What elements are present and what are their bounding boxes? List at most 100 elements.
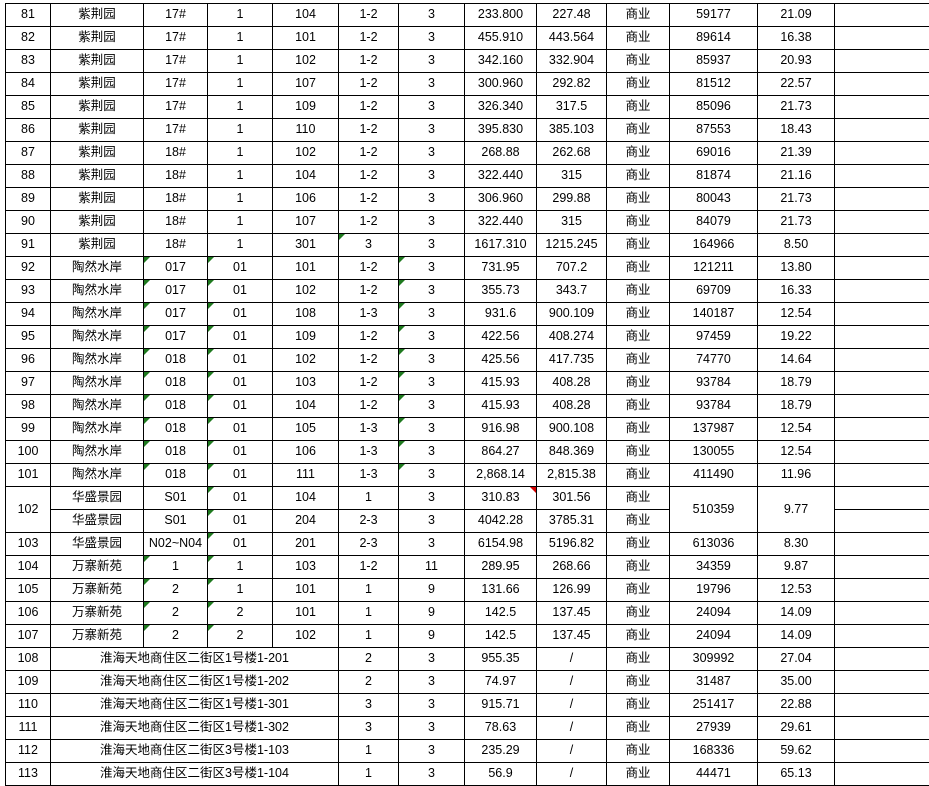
- empty-cell[interactable]: [835, 763, 929, 786]
- cell-total-price[interactable]: 44471: [670, 763, 758, 786]
- cell-unit-price[interactable]: 12.53: [758, 579, 835, 602]
- cell-building-area[interactable]: 2,868.14: [465, 464, 537, 487]
- empty-cell[interactable]: [835, 395, 929, 418]
- cell-building[interactable]: 017: [144, 326, 208, 349]
- cell-total-price[interactable]: 137987: [670, 418, 758, 441]
- cell-inner-area[interactable]: 262.68: [537, 142, 607, 165]
- empty-cell[interactable]: [835, 234, 929, 257]
- cell-sequence-number[interactable]: 98: [6, 395, 51, 418]
- cell-floor[interactable]: 1: [339, 763, 399, 786]
- cell-building[interactable]: N02~N04: [144, 533, 208, 556]
- cell-inner-area[interactable]: 1215.245: [537, 234, 607, 257]
- cell-unit[interactable]: 1: [208, 556, 273, 579]
- cell-total-floors[interactable]: 3: [399, 349, 465, 372]
- cell-sequence-number[interactable]: 111: [6, 717, 51, 740]
- cell-total-floors[interactable]: 9: [399, 625, 465, 648]
- cell-unit-price[interactable]: 12.54: [758, 303, 835, 326]
- cell-building-area[interactable]: 322.440: [465, 211, 537, 234]
- cell-unit-price[interactable]: 29.61: [758, 717, 835, 740]
- cell-total-price[interactable]: 140187: [670, 303, 758, 326]
- cell-floor[interactable]: 2: [339, 671, 399, 694]
- empty-cell[interactable]: [835, 165, 929, 188]
- cell-building-area[interactable]: 915.71: [465, 694, 537, 717]
- cell-usage-type[interactable]: 商业: [607, 441, 670, 464]
- cell-room-number[interactable]: 104: [273, 487, 339, 510]
- cell-inner-area[interactable]: 848.369: [537, 441, 607, 464]
- cell-floor[interactable]: 1-3: [339, 441, 399, 464]
- cell-building[interactable]: 18#: [144, 165, 208, 188]
- cell-room-number[interactable]: 102: [273, 280, 339, 303]
- cell-building[interactable]: 18#: [144, 211, 208, 234]
- cell-room-number[interactable]: 105: [273, 418, 339, 441]
- cell-room-number[interactable]: 201: [273, 533, 339, 556]
- cell-sequence-number[interactable]: 88: [6, 165, 51, 188]
- cell-project-name[interactable]: 万寨新苑: [51, 579, 144, 602]
- cell-unit-price[interactable]: 14.09: [758, 602, 835, 625]
- empty-cell[interactable]: [835, 441, 929, 464]
- cell-floor[interactable]: 1-2: [339, 326, 399, 349]
- cell-sequence-number[interactable]: 104: [6, 556, 51, 579]
- cell-unit-price[interactable]: 59.62: [758, 740, 835, 763]
- cell-inner-area[interactable]: 315: [537, 211, 607, 234]
- cell-unit[interactable]: 01: [208, 303, 273, 326]
- cell-total-price[interactable]: 89614: [670, 27, 758, 50]
- cell-building-area[interactable]: 425.56: [465, 349, 537, 372]
- cell-building[interactable]: 018: [144, 349, 208, 372]
- cell-unit[interactable]: 01: [208, 257, 273, 280]
- empty-cell[interactable]: [835, 533, 929, 556]
- cell-project-name[interactable]: 陶然水岸: [51, 326, 144, 349]
- cell-project-name[interactable]: 陶然水岸: [51, 280, 144, 303]
- cell-building-area[interactable]: 4042.28: [465, 510, 537, 533]
- cell-unit[interactable]: 01: [208, 533, 273, 556]
- cell-unit-price[interactable]: 27.04: [758, 648, 835, 671]
- cell-unit-price[interactable]: 20.93: [758, 50, 835, 73]
- empty-cell[interactable]: [835, 579, 929, 602]
- cell-total-price[interactable]: 24094: [670, 625, 758, 648]
- cell-building-area[interactable]: 355.73: [465, 280, 537, 303]
- cell-project-name[interactable]: 紫荆园: [51, 96, 144, 119]
- cell-floor[interactable]: 1: [339, 602, 399, 625]
- cell-property-full-name[interactable]: 淮海天地商住区二街区1号楼1-302: [51, 717, 339, 740]
- cell-floor[interactable]: 1-2: [339, 73, 399, 96]
- cell-inner-area[interactable]: /: [537, 671, 607, 694]
- cell-usage-type[interactable]: 商业: [607, 96, 670, 119]
- cell-building-area[interactable]: 310.83: [465, 487, 537, 510]
- cell-unit[interactable]: 1: [208, 96, 273, 119]
- cell-usage-type[interactable]: 商业: [607, 740, 670, 763]
- cell-building[interactable]: 017: [144, 280, 208, 303]
- cell-unit[interactable]: 01: [208, 487, 273, 510]
- cell-unit-price[interactable]: 22.57: [758, 73, 835, 96]
- cell-property-full-name[interactable]: 淮海天地商住区二街区3号楼1-104: [51, 763, 339, 786]
- cell-inner-area[interactable]: 332.904: [537, 50, 607, 73]
- cell-total-price[interactable]: 87553: [670, 119, 758, 142]
- cell-inner-area[interactable]: 385.103: [537, 119, 607, 142]
- cell-project-name[interactable]: 紫荆园: [51, 73, 144, 96]
- empty-cell[interactable]: [835, 4, 929, 27]
- cell-floor[interactable]: 1: [339, 579, 399, 602]
- cell-unit[interactable]: 1: [208, 211, 273, 234]
- cell-room-number[interactable]: 108: [273, 303, 339, 326]
- cell-room-number[interactable]: 109: [273, 326, 339, 349]
- cell-total-floors[interactable]: 3: [399, 257, 465, 280]
- cell-usage-type[interactable]: 商业: [607, 487, 670, 510]
- cell-total-floors[interactable]: 9: [399, 602, 465, 625]
- cell-property-full-name[interactable]: 淮海天地商住区二街区1号楼1-301: [51, 694, 339, 717]
- cell-room-number[interactable]: 104: [273, 4, 339, 27]
- cell-room-number[interactable]: 102: [273, 625, 339, 648]
- cell-floor[interactable]: 1: [339, 625, 399, 648]
- cell-project-name[interactable]: 陶然水岸: [51, 372, 144, 395]
- cell-building[interactable]: 17#: [144, 50, 208, 73]
- cell-sequence-number[interactable]: 108: [6, 648, 51, 671]
- cell-usage-type[interactable]: 商业: [607, 257, 670, 280]
- cell-total-floors[interactable]: 11: [399, 556, 465, 579]
- cell-unit-price[interactable]: 12.54: [758, 418, 835, 441]
- cell-floor[interactable]: 1-2: [339, 142, 399, 165]
- cell-floor[interactable]: 1-2: [339, 280, 399, 303]
- cell-total-floors[interactable]: 3: [399, 395, 465, 418]
- cell-total-floors[interactable]: 3: [399, 464, 465, 487]
